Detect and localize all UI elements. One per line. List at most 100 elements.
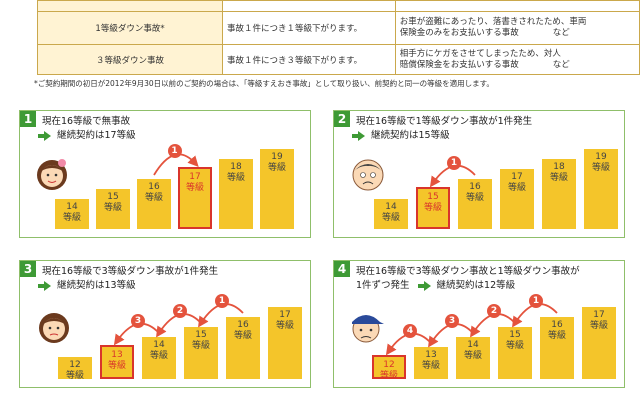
grade-bar-12: 12 等級: [372, 355, 406, 381]
grade-unit: 等級: [275, 321, 294, 331]
grade-bar-13: 13 等級: [414, 347, 448, 379]
table-cell-desc: 事故１件につき１等級下がります。: [221, 11, 396, 45]
grade-bar-17: 17 等級: [268, 307, 302, 379]
example-panel-1: 1 現在16等級で無事故 継続契約は17等級 14 等級 15 等級 16 等級 17 等級 1…: [19, 110, 311, 238]
table-cell-example: お車が盗難にあったり、落書きされたため、車両 保険金のみをお支払いする事故 など: [394, 11, 640, 45]
grade-unit: 等級: [505, 341, 524, 351]
step-arrows: [113, 303, 244, 346]
grade-bar-12: 12 等級: [58, 357, 92, 381]
grade-number: 14: [66, 202, 78, 212]
panel-number: 2: [334, 111, 350, 127]
grade-bar-14: 14 等級: [374, 199, 408, 229]
grade-bar-18: 18 等級: [219, 159, 253, 229]
example-line: 賠償保険金をお支払いする事故 など: [399, 59, 570, 70]
result-text: 継続契約は13等級: [57, 280, 136, 291]
grade-unit: 等級: [233, 331, 252, 341]
grade-unit: 等級: [465, 193, 484, 203]
table-cell-desc: [221, 0, 396, 12]
step-arrow: [429, 164, 476, 188]
grade-unit: 等級: [421, 361, 440, 371]
grade-number: 14: [467, 340, 479, 350]
table-cell-type: ３等級ダウン事故: [37, 44, 223, 75]
example-panel-3: 3 現在16等級で3等級ダウン事故が1件発生 継続契約は13等級 12 等級 13 等…: [19, 260, 311, 388]
grade-number: 17: [189, 172, 201, 182]
panel-result: 1件ずつ発生 継続契約は12等級: [356, 277, 515, 291]
grade-unit: 等級: [65, 371, 84, 381]
grade-number: 15: [509, 330, 521, 340]
grade-number: 19: [271, 152, 283, 162]
grade-bar-15: 15 等級: [498, 327, 532, 379]
grade-bar-14: 14 等級: [456, 337, 490, 379]
grade-bar-17: 17 等級: [178, 167, 212, 229]
table-cell-type: [37, 0, 223, 12]
panel-title: 現在16等級で3等級ダウン事故が1件発生: [42, 266, 219, 277]
grade-bar-15: 15 等級: [184, 327, 218, 379]
grade-unit: 等級: [62, 213, 81, 223]
green-arrow-icon: [38, 280, 51, 291]
result-text: 継続契約は17等級: [57, 130, 136, 141]
grade-unit: 等級: [267, 163, 286, 173]
man-sad-icon: [352, 159, 384, 191]
grade-unit: 等級: [144, 193, 163, 203]
grade-bar-16: 16 等級: [540, 317, 574, 379]
grade-number: 15: [427, 192, 439, 202]
grade-number: 15: [195, 330, 207, 340]
grade-bar-14: 14 等級: [55, 199, 89, 229]
grade-bar-17: 17 等級: [582, 307, 616, 379]
step-arrows: [385, 303, 558, 356]
example-line: お車が盗難にあったり、落書きされたため、車両: [399, 17, 587, 27]
green-arrow-icon: [352, 130, 365, 141]
grade-number: 16: [148, 182, 160, 192]
grade-unit: 等級: [547, 331, 566, 341]
grade-unit: 等級: [591, 163, 610, 173]
table-row: ３等級ダウン事故 事故１件につき３等級下がります。 相手方にケガをさせてしまった…: [37, 44, 640, 75]
green-arrow-icon: [417, 280, 431, 291]
grade-unit: 等級: [149, 351, 168, 361]
footnote: *ご契約期間の初日が2012年9月30日以前のご契約の場合は、「等級すえおき事故…: [34, 79, 494, 88]
step-arrow: [512, 303, 558, 328]
grade-bar-16: 16 等級: [137, 179, 171, 229]
table-row: 1等級ダウン事故* 事故１件につき１等級下がります。 お車が盗難にあったり、落書…: [37, 11, 640, 45]
table-cell-example: 相手方にケガをさせてしまったため、対人 賠償保険金をお支払いする事故 など: [394, 44, 640, 75]
panel-number: 1: [20, 111, 36, 127]
grade-bar-16: 16 等級: [458, 179, 492, 229]
man-cap-icon: [352, 315, 384, 343]
grade-unit: 等級: [381, 213, 400, 223]
panel-result: 継続契約は13等級: [38, 277, 136, 291]
grade-bar-13: 13 等級: [100, 345, 134, 379]
grade-unit: 等級: [226, 173, 245, 183]
grade-number: 12: [383, 360, 395, 370]
woman-smile-icon: [37, 159, 67, 190]
grade-table: 1等級ダウン事故* 事故１件につき１等級下がります。 お車が盗難にあったり、落書…: [37, 0, 640, 75]
grade-unit: 等級: [379, 371, 398, 381]
grade-number: 17: [593, 310, 605, 320]
grade-bar-17: 17 等級: [500, 169, 534, 229]
example-panel-2: 2 現在16等級で1等級ダウン事故が1件発生 継続契約は15等級 14 等級 15 等…: [333, 110, 625, 238]
grade-unit: 等級: [191, 341, 210, 351]
grade-unit: 等級: [423, 203, 442, 213]
example-panel-4: 4 現在16等級で3等級ダウン事故と1等級ダウン事故が 1件ずつ発生 継続契約は1…: [333, 260, 625, 388]
grade-bar-19: 19 等級: [584, 149, 618, 229]
grade-bar-15: 15 等級: [96, 189, 130, 229]
grade-unit: 等級: [107, 361, 126, 371]
example-line: 相手方にケガをさせてしまったため、対人: [399, 48, 561, 59]
step-arrow: [198, 303, 244, 328]
grade-bar-14: 14 等級: [142, 337, 176, 379]
grade-unit: 等級: [185, 183, 204, 193]
grade-bar-15: 15 等級: [416, 187, 450, 229]
grade-unit: 等級: [103, 203, 122, 213]
panel-number: 4: [334, 261, 350, 277]
table-cell-desc: 事故１件につき３等級下がります。: [221, 44, 396, 75]
step-arrow: [113, 322, 160, 346]
panel-number: 3: [20, 261, 36, 277]
example-line: 保険金のみをお支払いする事故 など: [399, 28, 570, 38]
grade-bar-19: 19 等級: [260, 149, 294, 229]
grade-number: 17: [511, 172, 523, 182]
grade-number: 18: [553, 162, 565, 172]
result-text: 継続契約は15等級: [371, 130, 450, 141]
grade-number: 13: [425, 350, 437, 360]
grade-number: 15: [107, 192, 119, 202]
step-arrows: [429, 164, 476, 188]
panel-title: 現在16等級で無事故: [42, 116, 131, 127]
result-text: 継続契約は12等級: [436, 280, 516, 291]
